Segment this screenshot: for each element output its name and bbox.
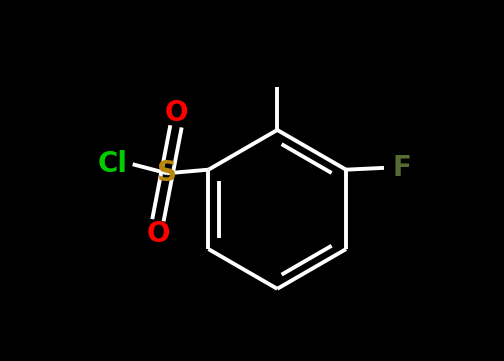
Text: F: F: [393, 154, 411, 182]
Text: O: O: [164, 99, 188, 127]
Text: Cl: Cl: [98, 150, 128, 178]
Text: S: S: [157, 159, 177, 187]
Text: O: O: [146, 220, 170, 248]
